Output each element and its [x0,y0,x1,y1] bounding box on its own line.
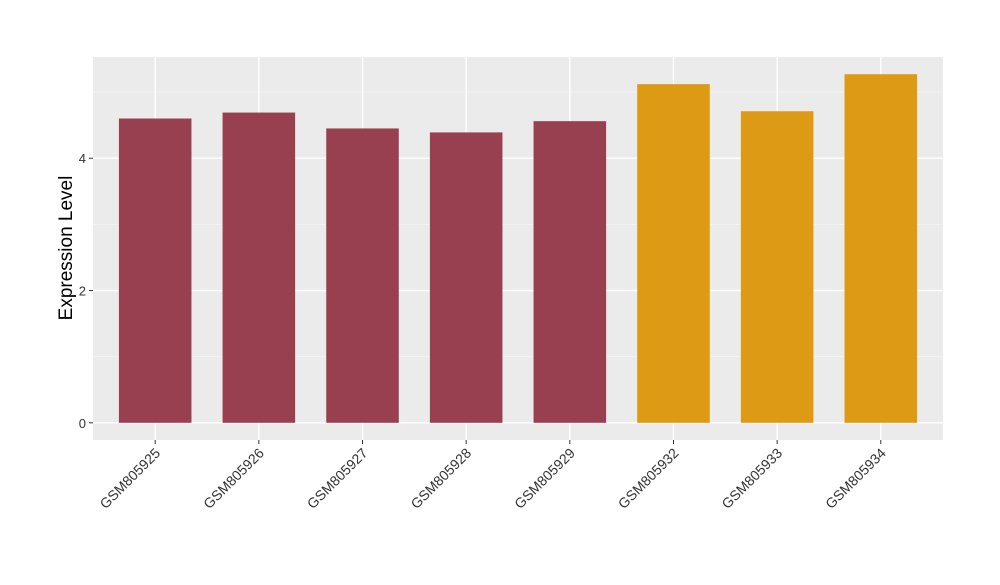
x-tick-label: GSM805926 [200,445,267,512]
bar [740,111,814,423]
bar [222,112,296,423]
panel [93,57,943,440]
x-tick-label: GSM805933 [718,445,785,512]
x-tick-label: GSM805925 [96,445,163,512]
bar [844,74,918,423]
bar [637,84,710,423]
x-tick-label: GSM805927 [304,445,371,512]
bar [326,128,399,423]
bar [429,132,503,423]
x-tick-label: GSM805929 [511,445,578,512]
x-tick-label: GSM805932 [615,445,682,512]
y-axis-title: Expression Level [56,176,77,321]
bar [118,118,192,423]
y-tick-label: 2 [79,284,86,299]
y-tick-label: 0 [79,416,86,431]
bar [533,121,607,423]
x-tick-label: GSM805934 [822,445,889,512]
x-tick-label: GSM805928 [407,445,474,512]
y-tick-label: 4 [79,151,86,166]
